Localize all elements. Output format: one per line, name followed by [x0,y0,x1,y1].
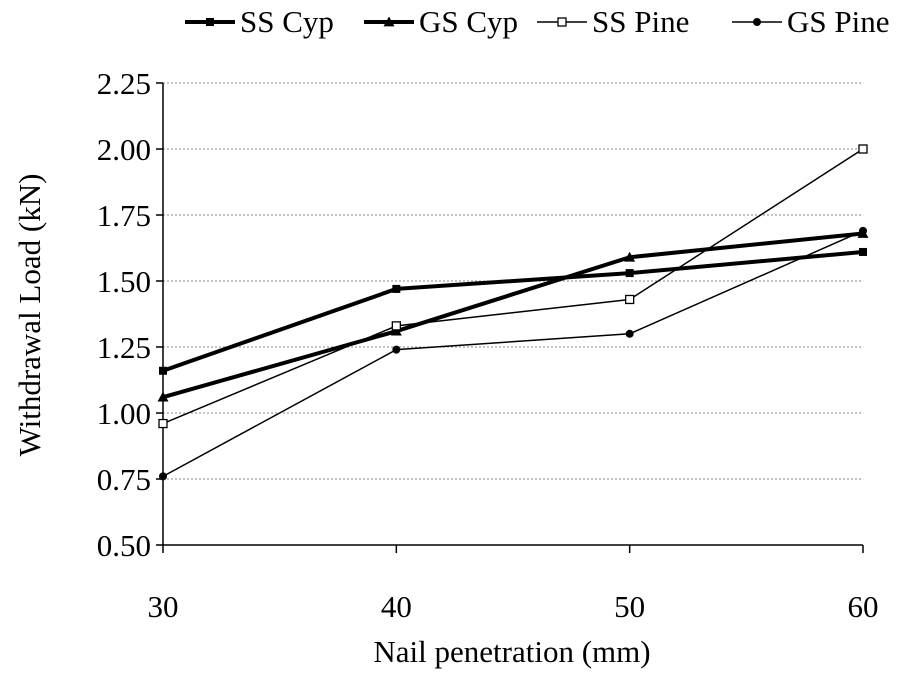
y-tick-label: 1.75 [97,198,151,233]
y-tick-label: 1.25 [97,330,151,365]
data-point-ss-cyp [859,247,867,256]
y-axis-label: Withdrawal Load (kN) [12,174,47,457]
data-point-ss-cyp [392,284,401,293]
legend-label: SS Pine [592,4,689,39]
legend-swatch-marker [753,18,761,26]
data-point-gs-pine [625,329,634,338]
data-point-ss-cyp [625,269,634,278]
series-line-ss-pine [162,148,864,425]
x-tick-label: 30 [148,589,179,624]
series-line-ss-cyp [162,249,864,373]
data-point-ss-pine [858,144,868,154]
data-point-ss-pine [625,294,635,305]
legend-item-ss-cyp: SS Cyp [185,4,334,39]
series-gs-cyp [157,227,869,402]
y-tick-label: 1.50 [97,264,151,299]
data-point-gs-pine [159,472,167,481]
legend-swatch-marker [206,18,214,26]
legend-item-gs-cyp: GS Cyp [364,4,518,39]
y-tick-label: 2.25 [97,66,151,101]
data-point-ss-cyp [159,366,167,375]
x-tick-label: 40 [381,589,412,624]
x-tick-label: 50 [614,589,645,624]
legend-label: GS Pine [787,4,890,39]
data-point-gs-pine [392,345,401,354]
series-line-gs-cyp [162,231,864,400]
data-point-gs-cyp [390,325,402,336]
legend-label: GS Cyp [419,4,518,39]
data-point-ss-pine [158,418,168,429]
legend-item-ss-pine: SS Pine [537,4,689,39]
series-ss-pine [158,144,868,429]
legend-item-gs-pine: GS Pine [732,4,890,39]
y-tick-label: 0.50 [97,528,151,563]
y-tick-label: 1.00 [97,396,151,431]
legend: SS Cyp GS Cyp SS Pine GS Pine [185,4,890,39]
tick-labels: 0.50 0.75 1.00 1.25 1.50 1.75 2.00 2.25 30 40 50 60 [97,66,879,624]
series-ss-cyp [159,247,867,375]
legend-label: SS Cyp [240,4,334,39]
data-point-gs-pine [859,226,867,235]
axes [156,82,864,553]
x-tick-label: 60 [848,589,879,624]
y-tick-label: 0.75 [97,462,151,497]
y-tick-label: 2.00 [97,132,151,167]
legend-swatch-marker [383,16,395,27]
data-point-gs-cyp [157,391,169,402]
data-point-gs-cyp [624,251,636,262]
legend-swatch-marker [557,17,567,27]
series-line-gs-pine [162,230,864,478]
data-point-ss-pine [391,321,401,331]
series-lines [157,144,869,481]
x-axis-label: Nail penetration (mm) [373,634,650,669]
series-gs-pine [159,226,867,481]
